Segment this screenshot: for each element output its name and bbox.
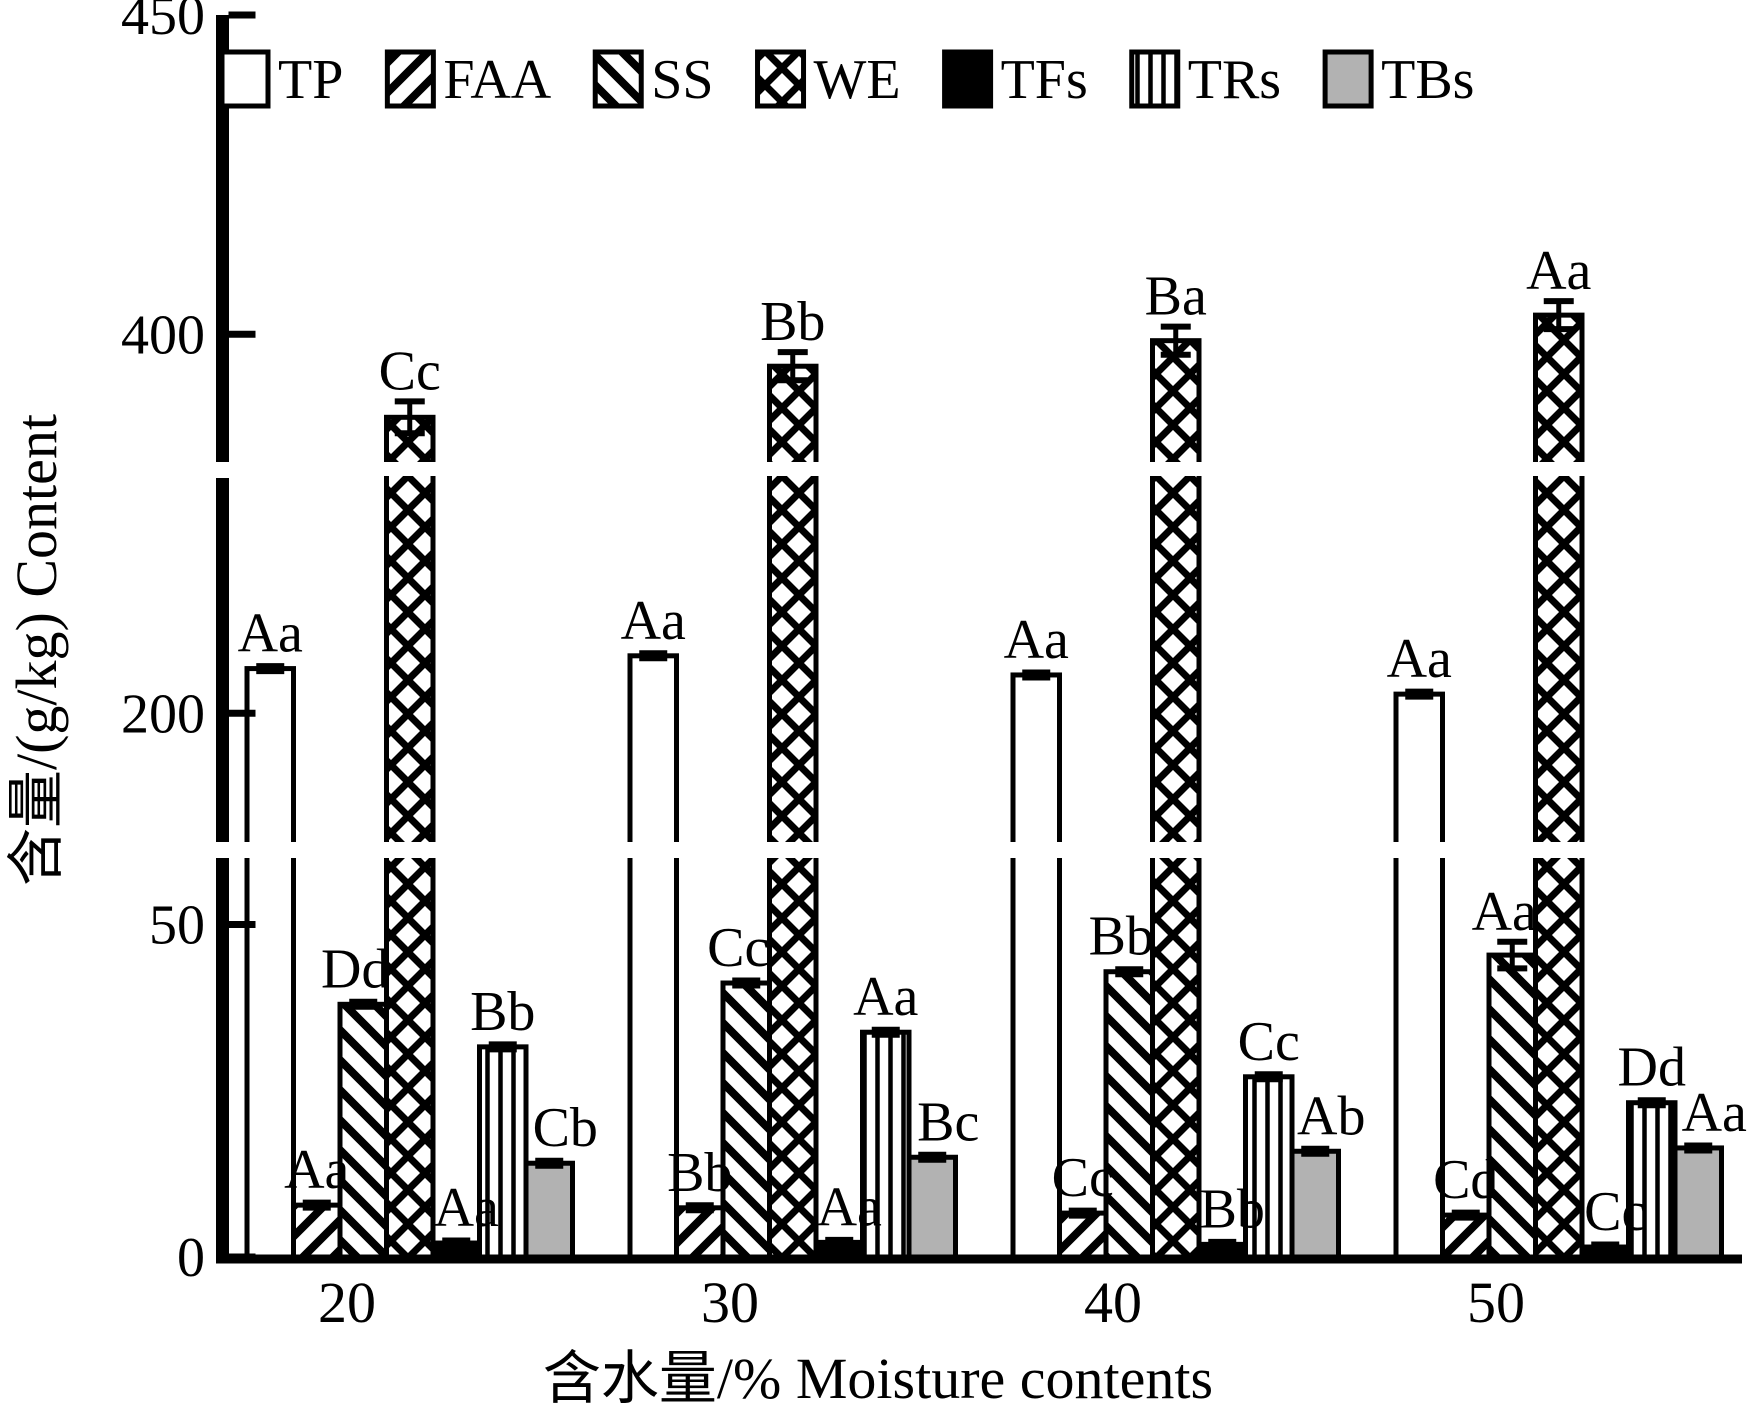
bar-we-50 (1533, 312, 1585, 1260)
bar-tbs-30 (906, 1154, 958, 1260)
bar-trs-20 (477, 1044, 529, 1260)
significance-label: Bb (760, 291, 825, 353)
x-category-label: 50 (1467, 1270, 1525, 1335)
bar-tbs-20 (523, 1160, 575, 1260)
bar-ss-50 (1486, 952, 1538, 1260)
bar-ss-30 (720, 980, 772, 1260)
legend-label-tfs: TFs (1001, 49, 1088, 111)
x-category-label: 40 (1084, 1270, 1142, 1335)
bar-tp-50 (1393, 691, 1445, 1260)
significance-label: Aa (238, 603, 303, 665)
bar-faa-50 (1440, 1212, 1492, 1260)
bar-we-40 (1150, 338, 1202, 1260)
bar-faa-40 (1057, 1210, 1109, 1260)
legend-swatch-tp-icon (219, 49, 271, 109)
bar-tbs-50 (1672, 1145, 1724, 1260)
significance-label: Bb (1200, 1178, 1265, 1240)
significance-label: Aa (1682, 1082, 1747, 1144)
bar-ss-40 (1103, 969, 1155, 1260)
significance-label: Dd (321, 938, 389, 1000)
significance-label: Cc (1238, 1011, 1300, 1073)
y-tick-label: 50 (149, 895, 205, 957)
chart-generated-content: 0 50 200 400 450 20 30 40 50 Aa Aa Aa Aa Aa Bb Cc Cd Dd Cc… (121, 0, 1747, 1335)
legend-label-ss: SS (651, 49, 713, 111)
bar-ss-20 (337, 1001, 389, 1260)
bar-tbs-40 (1289, 1148, 1341, 1260)
significance-label: Cc (379, 340, 441, 402)
y-axis-break-band (205, 462, 1742, 476)
significance-label: Cc (707, 917, 769, 979)
bar-we-30 (767, 363, 819, 1260)
significance-label: Aa (1004, 609, 1069, 671)
legend-label-trs: TRs (1188, 49, 1281, 111)
legend-swatch-tfs-icon (942, 49, 994, 109)
legend-label-we: WE (814, 49, 901, 111)
bar-faa-30 (674, 1205, 726, 1260)
significance-label: Aa (853, 966, 918, 1028)
bar-faa-20 (291, 1202, 343, 1260)
significance-label: Cc (1052, 1147, 1114, 1209)
significance-label: Aa (1526, 240, 1591, 302)
legend-swatch-we-icon (755, 49, 807, 109)
x-category-label: 20 (318, 1270, 376, 1335)
significance-label: Aa (817, 1176, 882, 1238)
significance-label: Bc (917, 1091, 979, 1153)
significance-label: Aa (1472, 881, 1537, 943)
significance-label: Cc (1584, 1181, 1646, 1243)
significance-label: Bb (1089, 906, 1154, 968)
significance-label: Bb (470, 981, 535, 1043)
legend-swatch-ss-icon (592, 49, 644, 109)
significance-label: Ba (1145, 266, 1207, 328)
legend-label-faa: FAA (443, 49, 551, 111)
y-tick-label: 450 (121, 0, 205, 47)
significance-label: Ab (1297, 1085, 1365, 1147)
legend-swatch-tbs-icon (1322, 49, 1374, 109)
significance-label: Cb (533, 1097, 598, 1159)
significance-label: Bb (667, 1142, 732, 1204)
y-axis-title: 含量/(g/kg) Content (4, 414, 69, 886)
significance-label: Aa (434, 1177, 499, 1239)
x-axis-title: 含水量/% Moisture contents (543, 1346, 1213, 1411)
legend-swatch-faa-icon (384, 49, 436, 109)
y-axis-break-band (205, 842, 1742, 858)
y-tick-label: 400 (121, 304, 205, 366)
bar-we-20 (384, 414, 436, 1260)
significance-label: Aa (284, 1139, 349, 1201)
x-category-label: 30 (701, 1270, 759, 1335)
legend-swatch-trs-icon (1129, 49, 1181, 109)
y-tick-label: 200 (121, 683, 205, 745)
legend-label-tp: TP (278, 49, 343, 111)
legend-label-tbs: TBs (1381, 49, 1474, 111)
significance-label: Cd (1433, 1149, 1498, 1211)
significance-label: Aa (1387, 628, 1452, 690)
significance-label: Dd (1618, 1037, 1686, 1099)
y-tick-label: 0 (177, 1227, 205, 1289)
significance-label: Aa (621, 590, 686, 652)
